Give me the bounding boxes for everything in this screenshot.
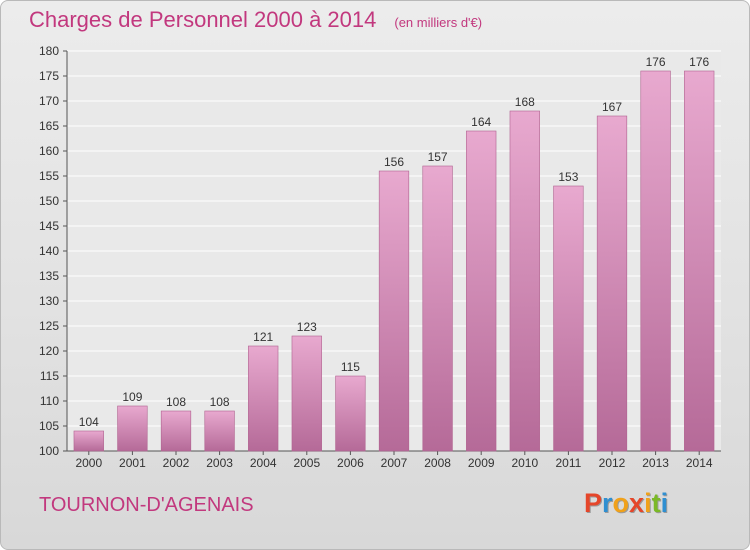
proxiti-logo: Proxiti [584, 488, 668, 519]
y-tick-label: 145 [39, 219, 59, 233]
bar [73, 430, 104, 452]
data-label: 156 [384, 155, 404, 169]
bar [553, 185, 584, 452]
chart-title: Charges de Personnel 2000 à 2014 (en mill… [29, 7, 482, 33]
bar [335, 375, 366, 452]
x-tick-label: 2000 [75, 456, 102, 470]
y-tick-label: 100 [39, 444, 59, 458]
bar [422, 165, 453, 452]
y-tick-label: 150 [39, 194, 59, 208]
x-tick-label: 2010 [511, 456, 538, 470]
bar [160, 410, 192, 452]
bar [596, 115, 628, 452]
data-label: 108 [210, 395, 230, 409]
x-tick-label: 2007 [381, 456, 408, 470]
bar [117, 405, 148, 452]
y-tick-label: 170 [39, 94, 59, 108]
y-tick-label: 165 [39, 119, 59, 133]
data-label: 108 [166, 395, 186, 409]
chart-title-text: Charges de Personnel 2000 à 2014 [29, 7, 377, 32]
x-tick-label: 2002 [163, 456, 190, 470]
logo-letter: i [660, 488, 669, 518]
y-tick-label: 135 [39, 269, 59, 283]
bar [509, 110, 540, 452]
y-tick-label: 180 [39, 44, 59, 58]
x-tick-label: 2014 [686, 456, 713, 470]
x-tick-label: 2006 [337, 456, 364, 470]
data-label: 115 [341, 360, 360, 374]
logo-letter: t [651, 488, 661, 518]
data-label: 123 [297, 320, 317, 334]
x-tick-label: 2005 [293, 456, 320, 470]
y-tick-label: 105 [39, 419, 59, 433]
bar [291, 335, 322, 452]
x-tick-label: 2008 [424, 456, 451, 470]
chart-unit-label: (en milliers d'€) [394, 15, 483, 30]
x-tick-label: 2004 [250, 456, 277, 470]
logo-letter: x [629, 488, 645, 518]
logo-letter: i [644, 488, 652, 518]
city-name: TOURNON-D'AGENAIS [39, 494, 254, 516]
data-label: 121 [253, 330, 273, 344]
bar [640, 70, 671, 452]
bar [684, 70, 715, 452]
bar [466, 130, 497, 452]
x-tick-label: 2011 [555, 456, 581, 470]
x-tick-label: 2009 [468, 456, 495, 470]
logo-letter: o [612, 488, 630, 518]
y-tick-label: 130 [39, 294, 59, 308]
bar [248, 345, 279, 452]
x-tick-label: 2001 [119, 456, 146, 470]
data-label: 153 [558, 170, 578, 184]
data-label: 104 [79, 415, 99, 429]
data-label: 164 [471, 115, 491, 129]
y-tick-label: 110 [40, 394, 59, 408]
x-tick-label: 2013 [642, 456, 669, 470]
data-label: 176 [646, 55, 666, 69]
data-label: 109 [122, 390, 142, 404]
y-tick-label: 175 [39, 69, 59, 83]
data-label: 176 [689, 55, 709, 69]
y-tick-label: 120 [39, 344, 59, 358]
logo-letter: P [584, 488, 603, 518]
y-tick-label: 140 [39, 244, 59, 258]
data-label: 168 [515, 95, 535, 109]
bar [204, 410, 235, 452]
x-tick-label: 2003 [206, 456, 233, 470]
logo-letter: r [602, 488, 613, 518]
y-tick-label: 155 [39, 169, 59, 183]
bar [378, 170, 410, 452]
data-label: 157 [428, 150, 448, 164]
y-tick-label: 160 [39, 144, 59, 158]
y-tick-label: 125 [39, 319, 59, 333]
y-tick-label: 115 [40, 369, 59, 383]
x-tick-label: 2012 [599, 456, 626, 470]
data-label: 167 [602, 100, 622, 114]
